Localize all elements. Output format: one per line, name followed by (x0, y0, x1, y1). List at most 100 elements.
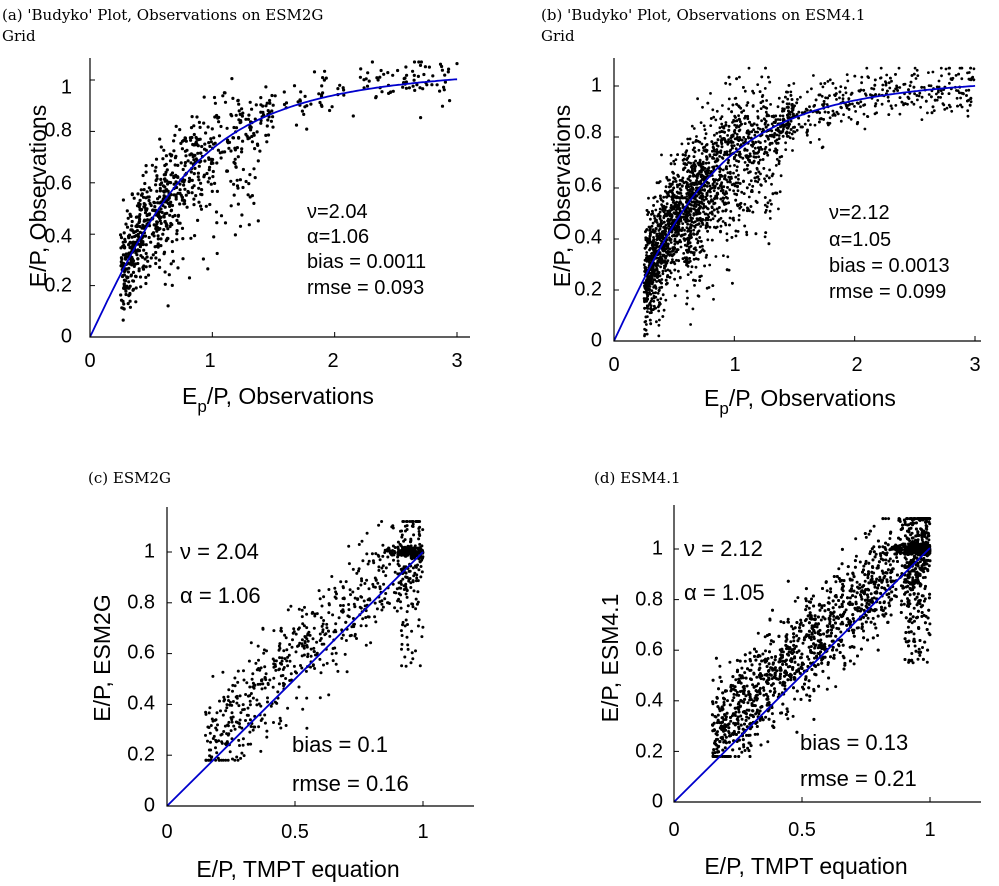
scatter-point (728, 178, 732, 182)
scatter-point (261, 110, 265, 114)
scatter-point (939, 66, 943, 70)
scatter-point (130, 224, 134, 228)
scatter-point (124, 222, 128, 226)
scatter-point (362, 78, 366, 82)
scatter-point (724, 123, 728, 127)
scatter-point (442, 88, 446, 92)
scatter-point (690, 182, 693, 186)
scatter-point (397, 550, 401, 554)
scatter-point (667, 224, 671, 228)
scatter-point (966, 114, 970, 118)
scatter-point (211, 674, 215, 678)
scatter-point (218, 699, 221, 703)
scatter-point (676, 173, 680, 177)
scatter-point (130, 193, 134, 197)
scatter-point (412, 73, 416, 77)
scatter-point (849, 117, 853, 121)
scatter-point (730, 144, 734, 148)
scatter-point (240, 114, 244, 118)
scatter-point (874, 102, 878, 106)
scatter-point (884, 80, 887, 83)
panel-a-xtick-0: 0 (84, 350, 95, 372)
scatter-point (409, 539, 413, 543)
panel-a-annot-bias: bias = 0.0011 (307, 251, 426, 273)
scatter-point (743, 122, 747, 125)
scatter-point (881, 88, 884, 92)
scatter-point (754, 232, 758, 236)
scatter-point (696, 208, 700, 212)
scatter-point (754, 130, 757, 134)
scatter-point (154, 178, 158, 183)
scatter-point (288, 659, 292, 663)
scatter-point (767, 75, 770, 79)
scatter-point (750, 143, 753, 147)
scatter-point (233, 233, 237, 237)
scatter-point (752, 122, 756, 126)
scatter-point (784, 141, 787, 145)
scatter-point (298, 641, 302, 645)
scatter-point (204, 148, 208, 152)
scatter-point (655, 218, 658, 222)
scatter-point (139, 193, 144, 197)
scatter-point (265, 735, 269, 739)
scatter-point (284, 636, 288, 640)
scatter-point (126, 234, 131, 238)
scatter-point (159, 215, 163, 219)
scatter-point (694, 205, 698, 208)
scatter-point (265, 649, 268, 653)
scatter-point (660, 203, 663, 207)
scatter-point (947, 92, 951, 95)
scatter-point (221, 670, 225, 674)
scatter-point (776, 126, 780, 130)
scatter-point (936, 90, 940, 94)
scatter-point (822, 100, 826, 103)
scatter-point (121, 198, 125, 202)
scatter-point (122, 282, 126, 286)
scatter-point (931, 105, 935, 109)
scatter-point (681, 222, 685, 226)
scatter-point (643, 284, 646, 288)
scatter-point (954, 74, 958, 77)
scatter-point (374, 578, 378, 582)
scatter-point (727, 201, 730, 205)
scatter-point (775, 141, 779, 145)
scatter-point (124, 286, 128, 290)
scatter-point (331, 613, 335, 617)
scatter-point (752, 142, 755, 146)
scatter-point (195, 115, 199, 119)
scatter-point (727, 158, 730, 162)
scatter-point (284, 677, 288, 680)
scatter-point (733, 137, 737, 141)
scatter-point (415, 576, 419, 580)
scatter-point (340, 628, 344, 632)
scatter-point (867, 76, 870, 79)
scatter-point (334, 651, 338, 655)
scatter-point (253, 147, 257, 151)
scatter-point (669, 162, 673, 166)
scatter-point (806, 90, 809, 94)
scatter-point (244, 719, 247, 722)
scatter-point (280, 659, 284, 663)
scatter-point (828, 78, 832, 82)
scatter-point (417, 530, 421, 533)
scatter-point (237, 738, 241, 742)
panel-a-ticks (89, 79, 458, 338)
scatter-point (746, 207, 750, 211)
scatter-point (142, 188, 146, 192)
scatter-point (168, 152, 172, 156)
scatter-point (898, 96, 902, 99)
scatter-point (308, 633, 312, 637)
scatter-point (659, 194, 662, 198)
scatter-point (660, 153, 663, 157)
scatter-point (260, 687, 264, 691)
scatter-point (175, 229, 179, 233)
scatter-point (391, 552, 395, 556)
scatter-point (754, 155, 758, 159)
scatter-point (793, 130, 797, 134)
scatter-point (702, 205, 706, 209)
scatter-point (661, 272, 665, 276)
scatter-point (196, 175, 200, 179)
scatter-point (215, 251, 219, 256)
scatter-point (421, 556, 424, 560)
scatter-point (391, 524, 395, 528)
